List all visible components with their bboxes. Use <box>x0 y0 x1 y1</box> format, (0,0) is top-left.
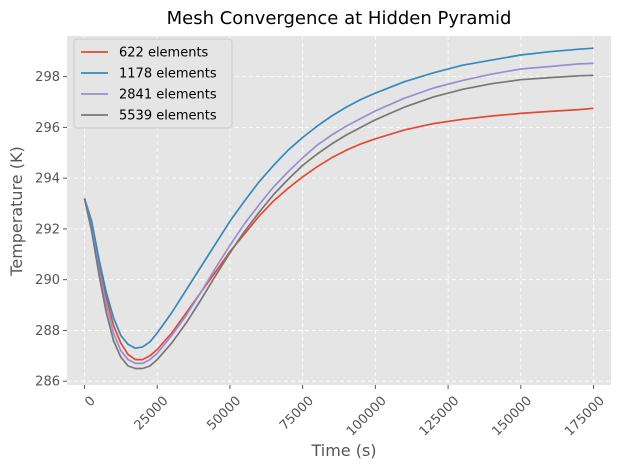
x-tick-label: 75000 <box>277 394 317 434</box>
x-tick-label: 100000 <box>344 394 390 440</box>
x-tick-label: 0 <box>82 394 98 410</box>
y-tick-label: 294 <box>35 172 60 187</box>
y-tick-label: 292 <box>35 222 60 237</box>
legend-label: 1178 elements <box>119 67 217 82</box>
y-axis-ticks: 286 288 290 292 294 296 298 <box>35 70 67 390</box>
series-line-4 <box>83 74 594 370</box>
x-tick-label: 25000 <box>132 394 172 434</box>
x-tick-label: 150000 <box>489 394 535 440</box>
series-lines <box>83 47 594 370</box>
legend-box <box>73 38 233 129</box>
series-line-1 <box>83 107 594 361</box>
series-line-3 <box>83 62 594 365</box>
y-tick-label: 288 <box>35 324 60 339</box>
legend-label: 622 elements <box>119 46 209 61</box>
y-tick-label: 296 <box>35 121 60 136</box>
x-tick-label: 50000 <box>204 394 244 434</box>
series-line-2 <box>83 47 594 350</box>
chart-title: Mesh Convergence at Hidden Pyramid <box>167 8 512 29</box>
x-tick-label: 175000 <box>562 394 608 440</box>
y-axis-label: Temperature (K) <box>7 146 26 276</box>
legend-label: 2841 elements <box>119 88 217 103</box>
y-tick-label: 286 <box>35 375 60 390</box>
legend-label: 5539 elements <box>119 109 217 124</box>
x-axis-ticks: 0 25000 50000 75000 100000 125000 150000 175000 <box>82 385 608 439</box>
y-tick-label: 298 <box>35 70 60 85</box>
y-tick-label: 290 <box>35 273 60 288</box>
x-axis-label: Time (s) <box>310 441 376 460</box>
x-tick-label: 125000 <box>417 394 463 440</box>
legend: 622 elements 1178 elements 2841 elements 55… <box>73 38 233 129</box>
